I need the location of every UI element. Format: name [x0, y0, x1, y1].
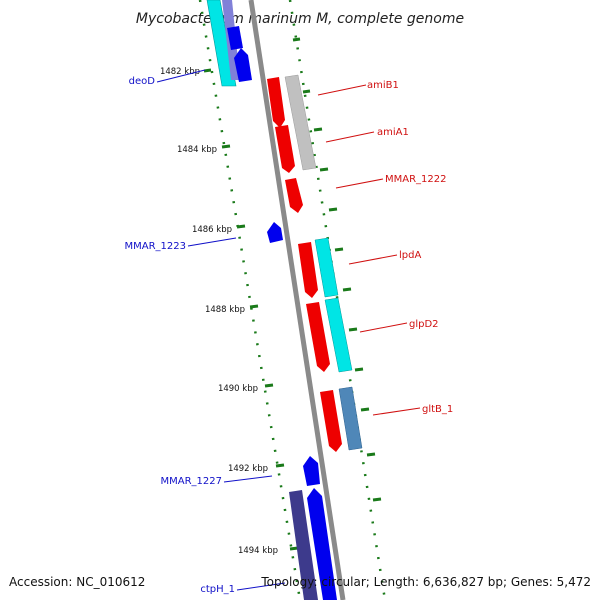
leader-gltB-1 — [372, 407, 421, 416]
leader-amiA1 — [325, 131, 375, 143]
inner-dotted-track — [198, 0, 302, 600]
gene-feature-blue-MMAR-1223[interactable] — [267, 222, 283, 243]
gene-label-lpdA[interactable]: lpdA — [399, 250, 421, 261]
gene-label-amiB1[interactable]: amiB1 — [367, 80, 399, 91]
gene-feature-red-amiA1[interactable] — [275, 125, 295, 173]
topology-text: Topology: circular; Length: 6,636,827 bp… — [260, 575, 591, 589]
gene-feature-blue-ctpH-1[interactable] — [307, 488, 337, 600]
leader-MMAR-1223 — [187, 237, 237, 247]
leader-amiB1 — [317, 84, 367, 96]
gene-feature-gray-amiB1[interactable] — [284, 74, 317, 171]
tick-label-1482: 1482 kbp — [160, 67, 200, 77]
tick-label-1490: 1490 kbp — [218, 384, 258, 394]
tick-label-1492: 1492 kbp — [228, 464, 268, 474]
gene-label-amiA1[interactable]: amiA1 — [377, 127, 409, 138]
leader-MMAR-1222 — [335, 178, 384, 189]
gene-label-ctpH-1[interactable]: ctpH_1 — [200, 584, 235, 595]
gene-feature-red-gltB-1[interactable] — [320, 390, 342, 452]
gene-label-MMAR-1222[interactable]: MMAR_1222 — [385, 174, 447, 185]
gene-feature-blue-deoD[interactable] — [234, 48, 252, 82]
gene-label-deoD[interactable]: deoD — [129, 76, 156, 87]
gene-feature-red-amiB1[interactable] — [267, 77, 285, 128]
accession-text: Accession: NC_010612 — [9, 575, 145, 589]
gene-feature-cyan-top[interactable] — [206, 0, 237, 87]
gene-feature-purple-ctpH-1[interactable] — [289, 490, 318, 600]
tick-label-1494: 1494 kbp — [238, 546, 278, 556]
tick-label-1486: 1486 kbp — [192, 225, 232, 235]
gene-label-gltB-1[interactable]: gltB_1 — [422, 404, 453, 415]
gene-feature-red-lpdA[interactable] — [298, 242, 318, 298]
gene-label-MMAR-1223[interactable]: MMAR_1223 — [125, 241, 187, 252]
leader-MMAR-1227 — [223, 475, 273, 483]
leader-lpdA — [348, 254, 398, 265]
tick-label-1488: 1488 kbp — [205, 305, 245, 315]
gene-feature-steel-gltB-1[interactable] — [338, 386, 363, 451]
outer-tick-marks — [292, 37, 382, 502]
gene-feature-red-MMAR-1222[interactable] — [285, 178, 303, 213]
genome-backbone — [248, 0, 346, 600]
gene-feature-blue-MMAR-1227[interactable] — [303, 456, 320, 486]
tick-label-1484: 1484 kbp — [177, 145, 217, 155]
inner-tick-marks — [203, 68, 299, 551]
gene-feature-blue-top[interactable] — [227, 26, 243, 50]
leader-ctpH-1 — [236, 582, 286, 591]
leader-deoD — [156, 69, 206, 83]
gene-feature-cyan-glpD2[interactable] — [324, 297, 353, 373]
gene-label-glpD2[interactable]: glpD2 — [409, 319, 439, 330]
gene-label-MMAR-1227[interactable]: MMAR_1227 — [161, 476, 223, 487]
gene-feature-red-glpD2[interactable] — [306, 302, 330, 372]
gene-feature-cyan-lpdA[interactable] — [314, 237, 339, 298]
map-title: Mycobacterium marinum M, complete genome — [136, 11, 464, 27]
leader-glpD2 — [359, 322, 408, 333]
